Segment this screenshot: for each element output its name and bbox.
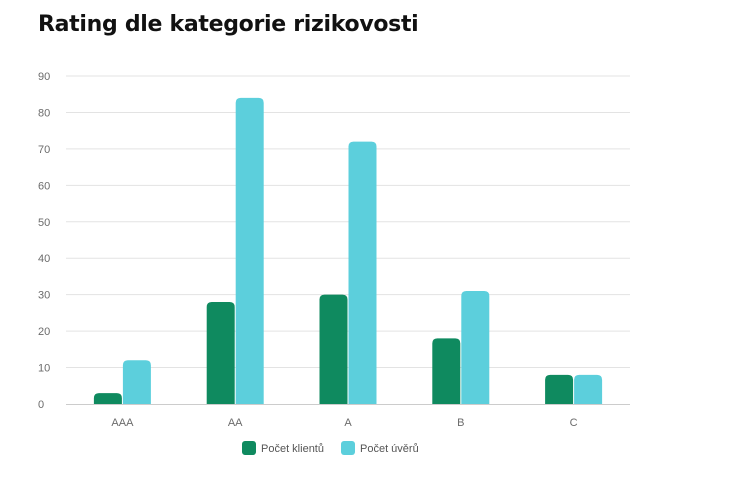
bar-aa-series-0 xyxy=(206,301,235,404)
legend-label: Počet klientů xyxy=(261,443,324,455)
bar-a-series-1 xyxy=(348,141,377,404)
y-tick-label: 80 xyxy=(38,107,50,119)
x-tick-label: AA xyxy=(228,417,243,429)
y-axis-ticks: 0 10 20 30 40 50 60 70 80 90 xyxy=(38,71,50,411)
bar-c-series-0 xyxy=(545,374,574,404)
bar-aa-series-1 xyxy=(235,97,264,404)
y-tick-label: 70 xyxy=(38,144,50,156)
bar-b-series-1 xyxy=(461,291,490,404)
bar-c-series-1 xyxy=(574,374,603,404)
x-tick-label: B xyxy=(457,417,464,429)
x-tick-label: AAA xyxy=(111,417,134,429)
bar-aaa-series-1 xyxy=(122,360,151,404)
bars xyxy=(93,97,603,404)
y-tick-label: 0 xyxy=(38,399,44,411)
bar-aaa-series-0 xyxy=(93,393,122,404)
bar-a-series-0 xyxy=(319,294,348,404)
x-axis-ticks: AAA AA A B C xyxy=(111,417,577,429)
y-tick-label: 90 xyxy=(38,71,50,83)
x-tick-label: C xyxy=(570,417,578,429)
legend-swatch xyxy=(341,441,355,455)
bar-b-series-0 xyxy=(432,338,461,404)
legend-label: Počet úvěrů xyxy=(360,443,419,455)
y-tick-label: 60 xyxy=(38,180,50,192)
legend-swatch xyxy=(242,441,256,455)
y-tick-label: 30 xyxy=(38,290,50,302)
y-tick-label: 50 xyxy=(38,217,50,229)
chart-title: Rating dle kategorie rizikovosti xyxy=(38,12,419,37)
y-tick-label: 20 xyxy=(38,326,50,338)
y-tick-label: 10 xyxy=(38,363,50,375)
y-tick-label: 40 xyxy=(38,253,50,265)
grid-lines xyxy=(66,75,630,369)
legend: Počet klientů Počet úvěrů xyxy=(242,441,419,455)
x-tick-label: A xyxy=(344,417,352,429)
